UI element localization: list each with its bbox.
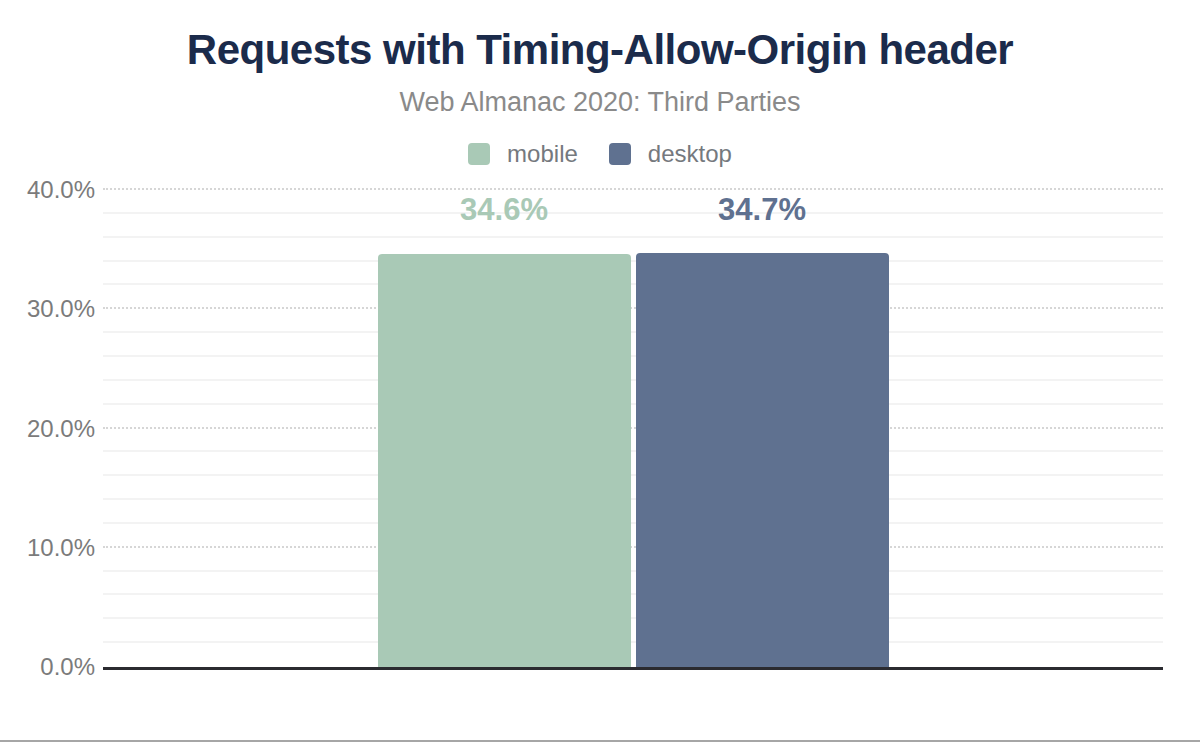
legend-swatch-mobile-icon bbox=[468, 143, 490, 165]
minor-gridline bbox=[103, 331, 1163, 333]
legend-label: mobile bbox=[507, 140, 578, 168]
major-gridline bbox=[103, 546, 1163, 548]
minor-gridline bbox=[103, 403, 1163, 405]
minor-gridline bbox=[103, 450, 1163, 452]
major-gridline bbox=[103, 427, 1163, 429]
plot-area: 34.6%34.7% bbox=[103, 190, 1163, 667]
y-axis-labels: 0.0%10.0%20.0%30.0%40.0% bbox=[0, 190, 95, 667]
minor-gridline bbox=[103, 617, 1163, 619]
chart-page: Requests with Timing-Allow-Origin header… bbox=[0, 0, 1200, 742]
minor-gridline bbox=[103, 570, 1163, 572]
x-axis-line bbox=[103, 667, 1163, 670]
minor-gridline bbox=[103, 474, 1163, 476]
chart-subtitle: Web Almanac 2020: Third Parties bbox=[0, 87, 1200, 118]
legend-item-mobile: mobile bbox=[468, 140, 578, 168]
minor-gridline bbox=[103, 498, 1163, 500]
bar-value-label-mobile: 34.6% bbox=[378, 192, 631, 228]
legend-label: desktop bbox=[648, 140, 732, 168]
minor-gridline bbox=[103, 379, 1163, 381]
major-gridline bbox=[103, 307, 1163, 309]
minor-gridline bbox=[103, 260, 1163, 262]
minor-gridline bbox=[103, 593, 1163, 595]
y-tick-label: 0.0% bbox=[0, 653, 95, 681]
y-tick-label: 10.0% bbox=[0, 534, 95, 562]
bar-desktop[interactable] bbox=[636, 253, 889, 667]
legend: mobile desktop bbox=[0, 140, 1200, 168]
bar-mobile[interactable] bbox=[378, 254, 631, 667]
minor-gridline bbox=[103, 212, 1163, 214]
major-gridline bbox=[103, 188, 1163, 190]
legend-swatch-desktop-icon bbox=[609, 143, 631, 165]
minor-gridline bbox=[103, 236, 1163, 238]
minor-gridline bbox=[103, 522, 1163, 524]
chart-title: Requests with Timing-Allow-Origin header bbox=[0, 26, 1200, 74]
y-tick-label: 30.0% bbox=[0, 295, 95, 323]
minor-gridline bbox=[103, 641, 1163, 643]
minor-gridline bbox=[103, 283, 1163, 285]
y-tick-label: 40.0% bbox=[0, 176, 95, 204]
bar-value-label-desktop: 34.7% bbox=[636, 192, 889, 228]
legend-item-desktop: desktop bbox=[609, 140, 732, 168]
y-tick-label: 20.0% bbox=[0, 415, 95, 443]
minor-gridline bbox=[103, 355, 1163, 357]
